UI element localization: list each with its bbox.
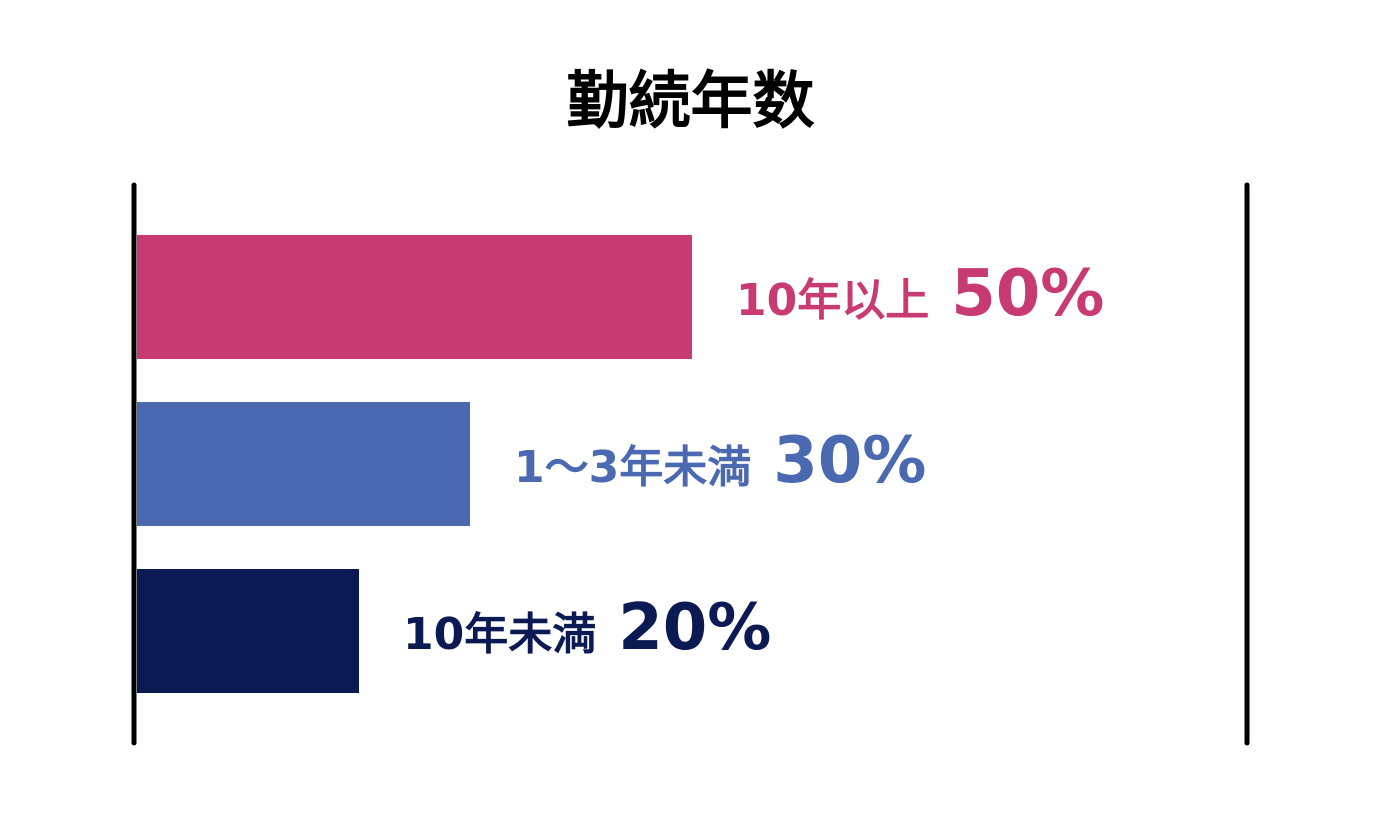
category-label-3: 10年未満: [403, 609, 596, 660]
value-label-1: 50%: [951, 257, 1104, 331]
bar-label-1: 10年以上 50%: [736, 257, 1104, 331]
category-label-1: 10年以上: [736, 275, 929, 326]
bar-label-3: 10年未満 20%: [403, 591, 771, 665]
category-label-2: 1〜3年未満: [514, 442, 751, 493]
bar-1: [137, 235, 692, 359]
bar-2: [137, 402, 470, 526]
value-label-3: 20%: [618, 591, 771, 665]
value-label-2: 30%: [773, 424, 926, 498]
bar-label-2: 1〜3年未満 30%: [514, 424, 926, 498]
bar-3: [137, 569, 359, 693]
chart-title: 勤続年数: [566, 64, 815, 137]
